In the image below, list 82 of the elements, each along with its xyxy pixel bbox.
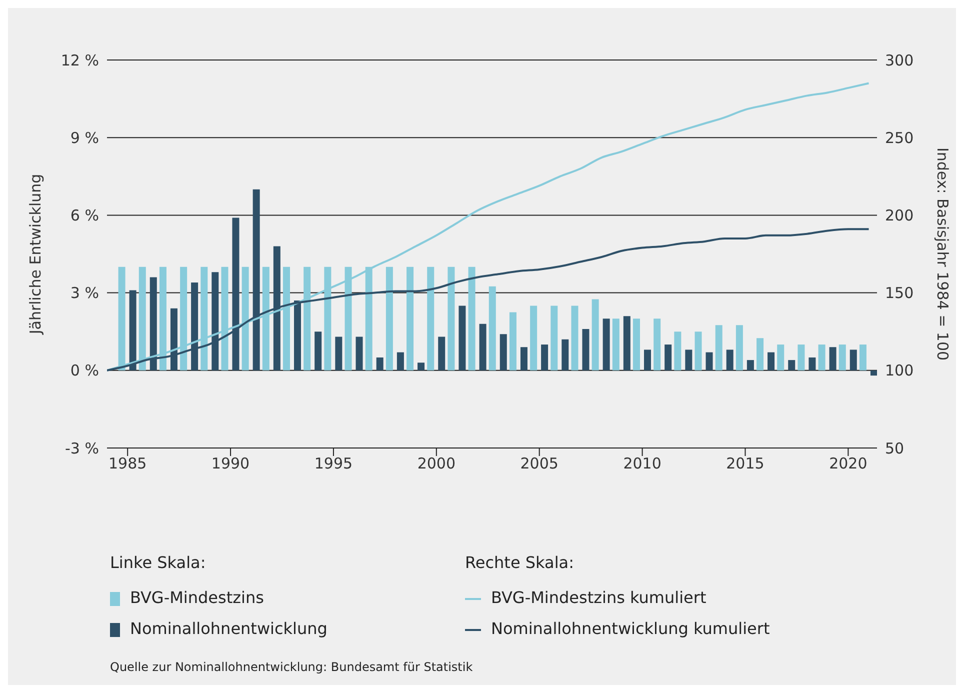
x-tick-label: 2000 xyxy=(417,454,456,473)
bar xyxy=(427,266,434,370)
x-tick-label: 1995 xyxy=(314,454,353,473)
bar xyxy=(314,332,322,370)
y2-tick-label: 250 xyxy=(885,128,914,147)
bar xyxy=(592,299,599,370)
bar xyxy=(418,362,425,370)
bar xyxy=(633,318,640,370)
bar xyxy=(685,350,692,370)
y-tick-label: -3 % xyxy=(65,439,99,458)
y2-tick-label: 300 xyxy=(885,51,914,70)
bar xyxy=(438,336,446,370)
y2-tick-label: 200 xyxy=(885,206,914,225)
bar xyxy=(664,344,672,370)
bar xyxy=(746,360,754,370)
bar xyxy=(479,324,486,370)
bar xyxy=(602,318,610,370)
bar xyxy=(850,350,857,370)
bar xyxy=(562,339,569,370)
bar xyxy=(386,266,393,370)
bar xyxy=(571,306,578,370)
text: Linke Skala: xyxy=(110,553,207,572)
x-tick-label: 1990 xyxy=(211,454,250,473)
bar xyxy=(406,266,414,370)
y2-tick-label: 150 xyxy=(885,284,914,302)
bar xyxy=(777,344,784,370)
x-tick-label: 1985 xyxy=(108,454,147,473)
bar xyxy=(768,352,775,370)
bar xyxy=(530,306,538,370)
line-series xyxy=(107,82,870,372)
bar xyxy=(736,325,743,370)
bar xyxy=(818,344,826,370)
text: Rechte Skala: xyxy=(465,553,575,572)
bar xyxy=(788,360,796,370)
bar xyxy=(706,352,713,370)
bar xyxy=(859,344,866,370)
y-tick-label: 12 % xyxy=(60,51,99,70)
bar xyxy=(541,344,548,370)
bar xyxy=(715,325,722,370)
bar xyxy=(488,286,496,370)
legend-label: BVG-Mindestzins kumuliert xyxy=(490,588,708,607)
legend-label: BVG-Mindestzins xyxy=(129,588,265,607)
y2-axis-title: Index: Basisjahr 1984 = 100 xyxy=(934,147,952,361)
bar xyxy=(654,318,661,370)
bar xyxy=(612,318,620,370)
y2-tick-label: 100 xyxy=(885,362,914,380)
bar xyxy=(335,336,342,370)
bar xyxy=(870,370,877,376)
bar xyxy=(500,334,507,370)
bar xyxy=(694,332,702,370)
bar xyxy=(798,344,805,370)
x-tick-label: 2005 xyxy=(520,454,558,473)
bar xyxy=(644,350,651,370)
y2-tick-label: 50 xyxy=(885,439,904,458)
source-note: Quelle zur Nominallohnentwicklung: Bundesamt für Statistik xyxy=(110,660,473,674)
bar xyxy=(458,306,466,370)
legend-label: Nominallohnentwicklung kumuliert xyxy=(490,619,771,638)
bar xyxy=(808,357,816,370)
x-tick-label: 2010 xyxy=(623,454,662,473)
x-tick-label: 2015 xyxy=(726,454,764,473)
bar xyxy=(520,347,528,370)
bar xyxy=(756,338,764,370)
y-tick-label: 9 % xyxy=(70,128,99,147)
bar xyxy=(623,316,630,370)
bar xyxy=(448,266,455,370)
bar xyxy=(838,344,846,370)
bar xyxy=(509,312,516,370)
bar xyxy=(356,336,363,370)
y-axis-title: Jährliche Entwicklung xyxy=(26,174,44,336)
y-tick-label: 0 % xyxy=(70,362,99,380)
bar xyxy=(674,332,682,370)
y-tick-label: 3 % xyxy=(70,284,99,302)
x-tick-label: 2020 xyxy=(829,454,868,473)
bar xyxy=(550,306,558,370)
bar xyxy=(582,329,590,370)
bar xyxy=(726,350,734,370)
bar xyxy=(468,266,476,370)
bar xyxy=(829,347,836,370)
bar xyxy=(376,357,384,370)
legend-label: Nominallohnentwicklung xyxy=(129,619,328,638)
y-tick-label: 6 % xyxy=(70,206,99,225)
bar xyxy=(396,352,404,370)
